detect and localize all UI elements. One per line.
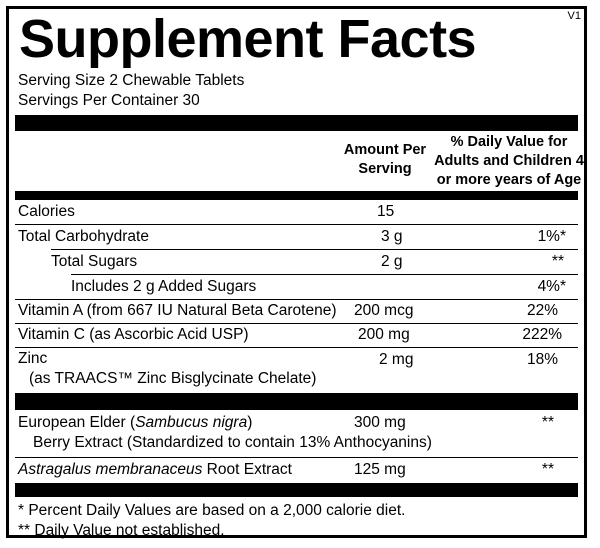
row-carb-dv: 1%*: [537, 228, 566, 245]
row-sugars-amount: 2 g: [381, 253, 403, 270]
daily-value-header: % Daily Value for Adults and Children 4 …: [434, 134, 584, 188]
serving-size: Serving Size 2 Chewable Tablets: [18, 72, 245, 89]
row-divider: [15, 224, 578, 225]
supplement-facts-panel: Supplement Facts V1 Serving Size 2 Chewa…: [6, 6, 587, 539]
row-sugars-dv: **: [551, 253, 564, 270]
row-divider: [15, 299, 578, 300]
row-carb-amount: 3 g: [381, 228, 403, 245]
row-zinc-amount: 2 mg: [379, 351, 414, 368]
row-divider: [51, 249, 578, 250]
row-added-sugars-name: Includes 2 g Added Sugars: [71, 278, 257, 295]
row-vitamin-c-amount: 200 mg: [358, 326, 410, 343]
row-vitamin-a-dv: 22%: [526, 302, 558, 319]
row-divider: [15, 457, 578, 458]
footnote-daily-values: * Percent Daily Values are based on a 2,…: [18, 502, 406, 519]
row-zinc-name: Zinc: [18, 350, 48, 367]
version-label: V1: [567, 10, 581, 22]
row-divider: [71, 274, 578, 275]
row-astragalus-amount: 125 mg: [354, 461, 406, 478]
row-elder-name: European Elder (Sambucus nigra): [18, 414, 253, 431]
servings-per-container: Servings Per Container 30: [18, 92, 200, 109]
row-vitamin-c-name: Vitamin C (as Ascorbic Acid USP): [18, 326, 249, 343]
amount-header: Amount Per Serving: [343, 142, 427, 177]
thick-divider-bottom: [15, 483, 578, 497]
row-zinc-source: (as TRAACS™ Zinc Bisglycinate Chelate): [29, 370, 317, 387]
thick-divider-middle: [15, 393, 578, 410]
row-sugars-name: Total Sugars: [51, 253, 138, 270]
row-zinc-dv: 18%: [526, 351, 558, 368]
row-vitamin-a-name: Vitamin A (from 667 IU Natural Beta Caro…: [18, 302, 337, 319]
row-added-sugars-dv: 4%*: [537, 278, 566, 295]
row-elder-detail: Berry Extract (Standardized to contain 1…: [33, 434, 432, 451]
thick-divider-header: [15, 191, 578, 200]
row-vitamin-c-dv: 222%: [522, 326, 562, 343]
row-divider: [15, 323, 578, 324]
row-calories-amount: 15: [377, 203, 395, 220]
row-elder-amount: 300 mg: [354, 414, 406, 431]
row-carb-name: Total Carbohydrate: [18, 228, 149, 245]
panel-title: Supplement Facts: [19, 9, 477, 69]
row-astragalus-dv: **: [541, 461, 554, 478]
thick-divider-top: [15, 115, 578, 131]
row-divider: [15, 347, 578, 348]
row-vitamin-a-amount: 200 mcg: [354, 302, 414, 319]
row-calories-name: Calories: [18, 203, 75, 220]
footnote-not-established: ** Daily Value not established.: [18, 522, 225, 539]
row-elder-dv: **: [541, 414, 554, 431]
row-astragalus-name: Astragalus membranaceus Root Extract: [18, 461, 292, 478]
